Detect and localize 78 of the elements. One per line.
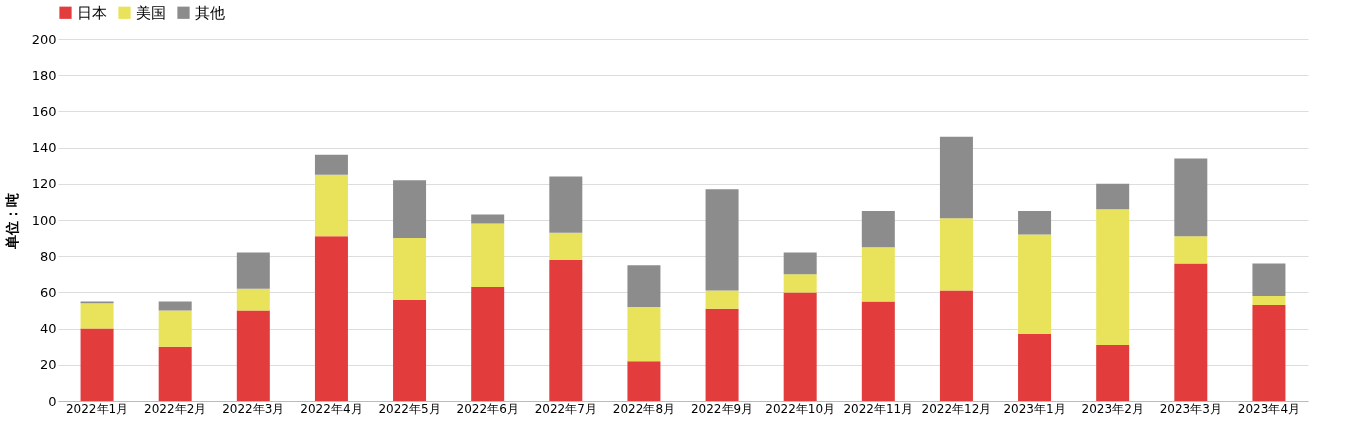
x-tick-label: 2022年6月 [456, 401, 519, 416]
bar [549, 232, 583, 260]
bar [627, 306, 661, 362]
bar [158, 310, 192, 347]
y-tick-label: 120 [31, 176, 57, 192]
bar [1252, 296, 1286, 306]
y-tick-label: 80 [39, 248, 57, 264]
bar [627, 265, 661, 307]
bar [80, 328, 114, 401]
bar [393, 299, 427, 401]
y-tick-label: 140 [31, 140, 57, 156]
bar [939, 136, 973, 219]
bar [158, 346, 192, 401]
x-tick-label: 2022年7月 [534, 401, 597, 416]
x-tick-label: 2022年8月 [612, 401, 676, 416]
legend-label: 其他 [195, 3, 225, 22]
x-tick-label: 2022年11月 [843, 401, 914, 416]
x-tick-label: 2023年3月 [1159, 401, 1222, 416]
bar [236, 310, 270, 401]
bar [236, 288, 270, 311]
y-tick-label: 40 [39, 321, 57, 337]
x-tick-label: 2022年5月 [378, 401, 441, 416]
bar [783, 292, 817, 401]
x-tick-label: 2022年1月 [65, 401, 129, 416]
bar [861, 210, 895, 248]
y-axis-title: 单位：吨 [3, 192, 20, 250]
bar [158, 301, 192, 311]
bar [80, 303, 114, 329]
bar [314, 154, 348, 175]
bar [393, 238, 427, 300]
bar [471, 223, 505, 287]
x-tick-label: 2023年2月 [1081, 401, 1144, 416]
bar [861, 247, 895, 302]
bar [1018, 234, 1052, 335]
bar [705, 290, 739, 309]
x-tick-label: 2022年12月 [921, 401, 992, 416]
x-tick-label: 2022年4月 [300, 401, 363, 416]
bar [236, 252, 270, 289]
y-tick-label: 180 [31, 67, 57, 83]
bar [939, 290, 973, 401]
y-tick-label: 160 [31, 103, 57, 119]
legend-label: 美国 [136, 3, 166, 22]
bar [1096, 209, 1130, 345]
bar [783, 274, 817, 293]
x-tick-label: 2023年1月 [1003, 401, 1066, 416]
bar [471, 286, 505, 401]
bar [939, 218, 973, 291]
bar [1096, 344, 1130, 401]
x-tick-label: 2022年10月 [765, 401, 836, 416]
bar [393, 180, 427, 239]
x-tick-label: 2022年3月 [222, 401, 285, 416]
x-tick-label: 2022年2月 [144, 401, 207, 416]
y-tick-label: 20 [39, 357, 57, 373]
y-tick-label: 200 [31, 31, 57, 47]
bar [1096, 183, 1130, 210]
bar [1174, 236, 1208, 264]
bar [1252, 305, 1286, 401]
bar [705, 308, 739, 401]
legend-label: 日本 [77, 3, 107, 22]
bar [314, 236, 348, 401]
bar [1018, 334, 1052, 401]
y-tick-label: 100 [31, 212, 57, 228]
bar [549, 176, 583, 233]
x-tick-label: 2022年9月 [690, 401, 754, 416]
bar [705, 189, 739, 291]
bar [471, 214, 505, 224]
y-tick-label: 0 [48, 393, 57, 409]
x-tick-label: 2023年4月 [1237, 401, 1301, 416]
bar [1174, 158, 1208, 237]
bar [861, 301, 895, 401]
bar [1018, 210, 1052, 235]
bar [627, 361, 661, 401]
bar [1252, 263, 1286, 297]
bar [1174, 263, 1208, 401]
bar [314, 174, 348, 237]
bar [549, 259, 583, 401]
y-tick-label: 60 [39, 284, 57, 300]
bar [783, 252, 817, 275]
